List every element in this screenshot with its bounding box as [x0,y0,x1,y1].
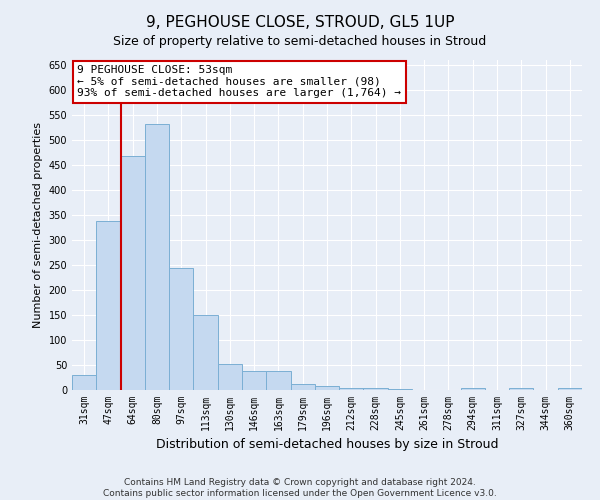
Bar [96,221,121,390]
Bar [169,268,193,390]
Bar [218,364,242,390]
Bar [315,386,339,390]
Text: 9 PEGHOUSE CLOSE: 53sqm
← 5% of semi-detached houses are smaller (98)
93% of sem: 9 PEGHOUSE CLOSE: 53sqm ← 5% of semi-det… [77,65,401,98]
Bar [558,388,582,390]
Text: Size of property relative to semi-detached houses in Stroud: Size of property relative to semi-detach… [113,35,487,48]
Bar [193,315,218,390]
Text: 9, PEGHOUSE CLOSE, STROUD, GL5 1UP: 9, PEGHOUSE CLOSE, STROUD, GL5 1UP [146,15,454,30]
Bar [509,388,533,390]
Bar [266,371,290,390]
Bar [364,388,388,390]
Bar [461,388,485,390]
Bar [388,388,412,390]
Bar [339,388,364,390]
Bar [290,384,315,390]
Text: Contains HM Land Registry data © Crown copyright and database right 2024.
Contai: Contains HM Land Registry data © Crown c… [103,478,497,498]
Bar [145,124,169,390]
Bar [242,371,266,390]
Bar [121,156,145,390]
Bar [72,375,96,390]
X-axis label: Distribution of semi-detached houses by size in Stroud: Distribution of semi-detached houses by … [156,438,498,452]
Y-axis label: Number of semi-detached properties: Number of semi-detached properties [33,122,43,328]
